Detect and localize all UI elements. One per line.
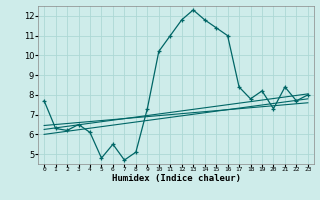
X-axis label: Humidex (Indice chaleur): Humidex (Indice chaleur) [111,174,241,183]
